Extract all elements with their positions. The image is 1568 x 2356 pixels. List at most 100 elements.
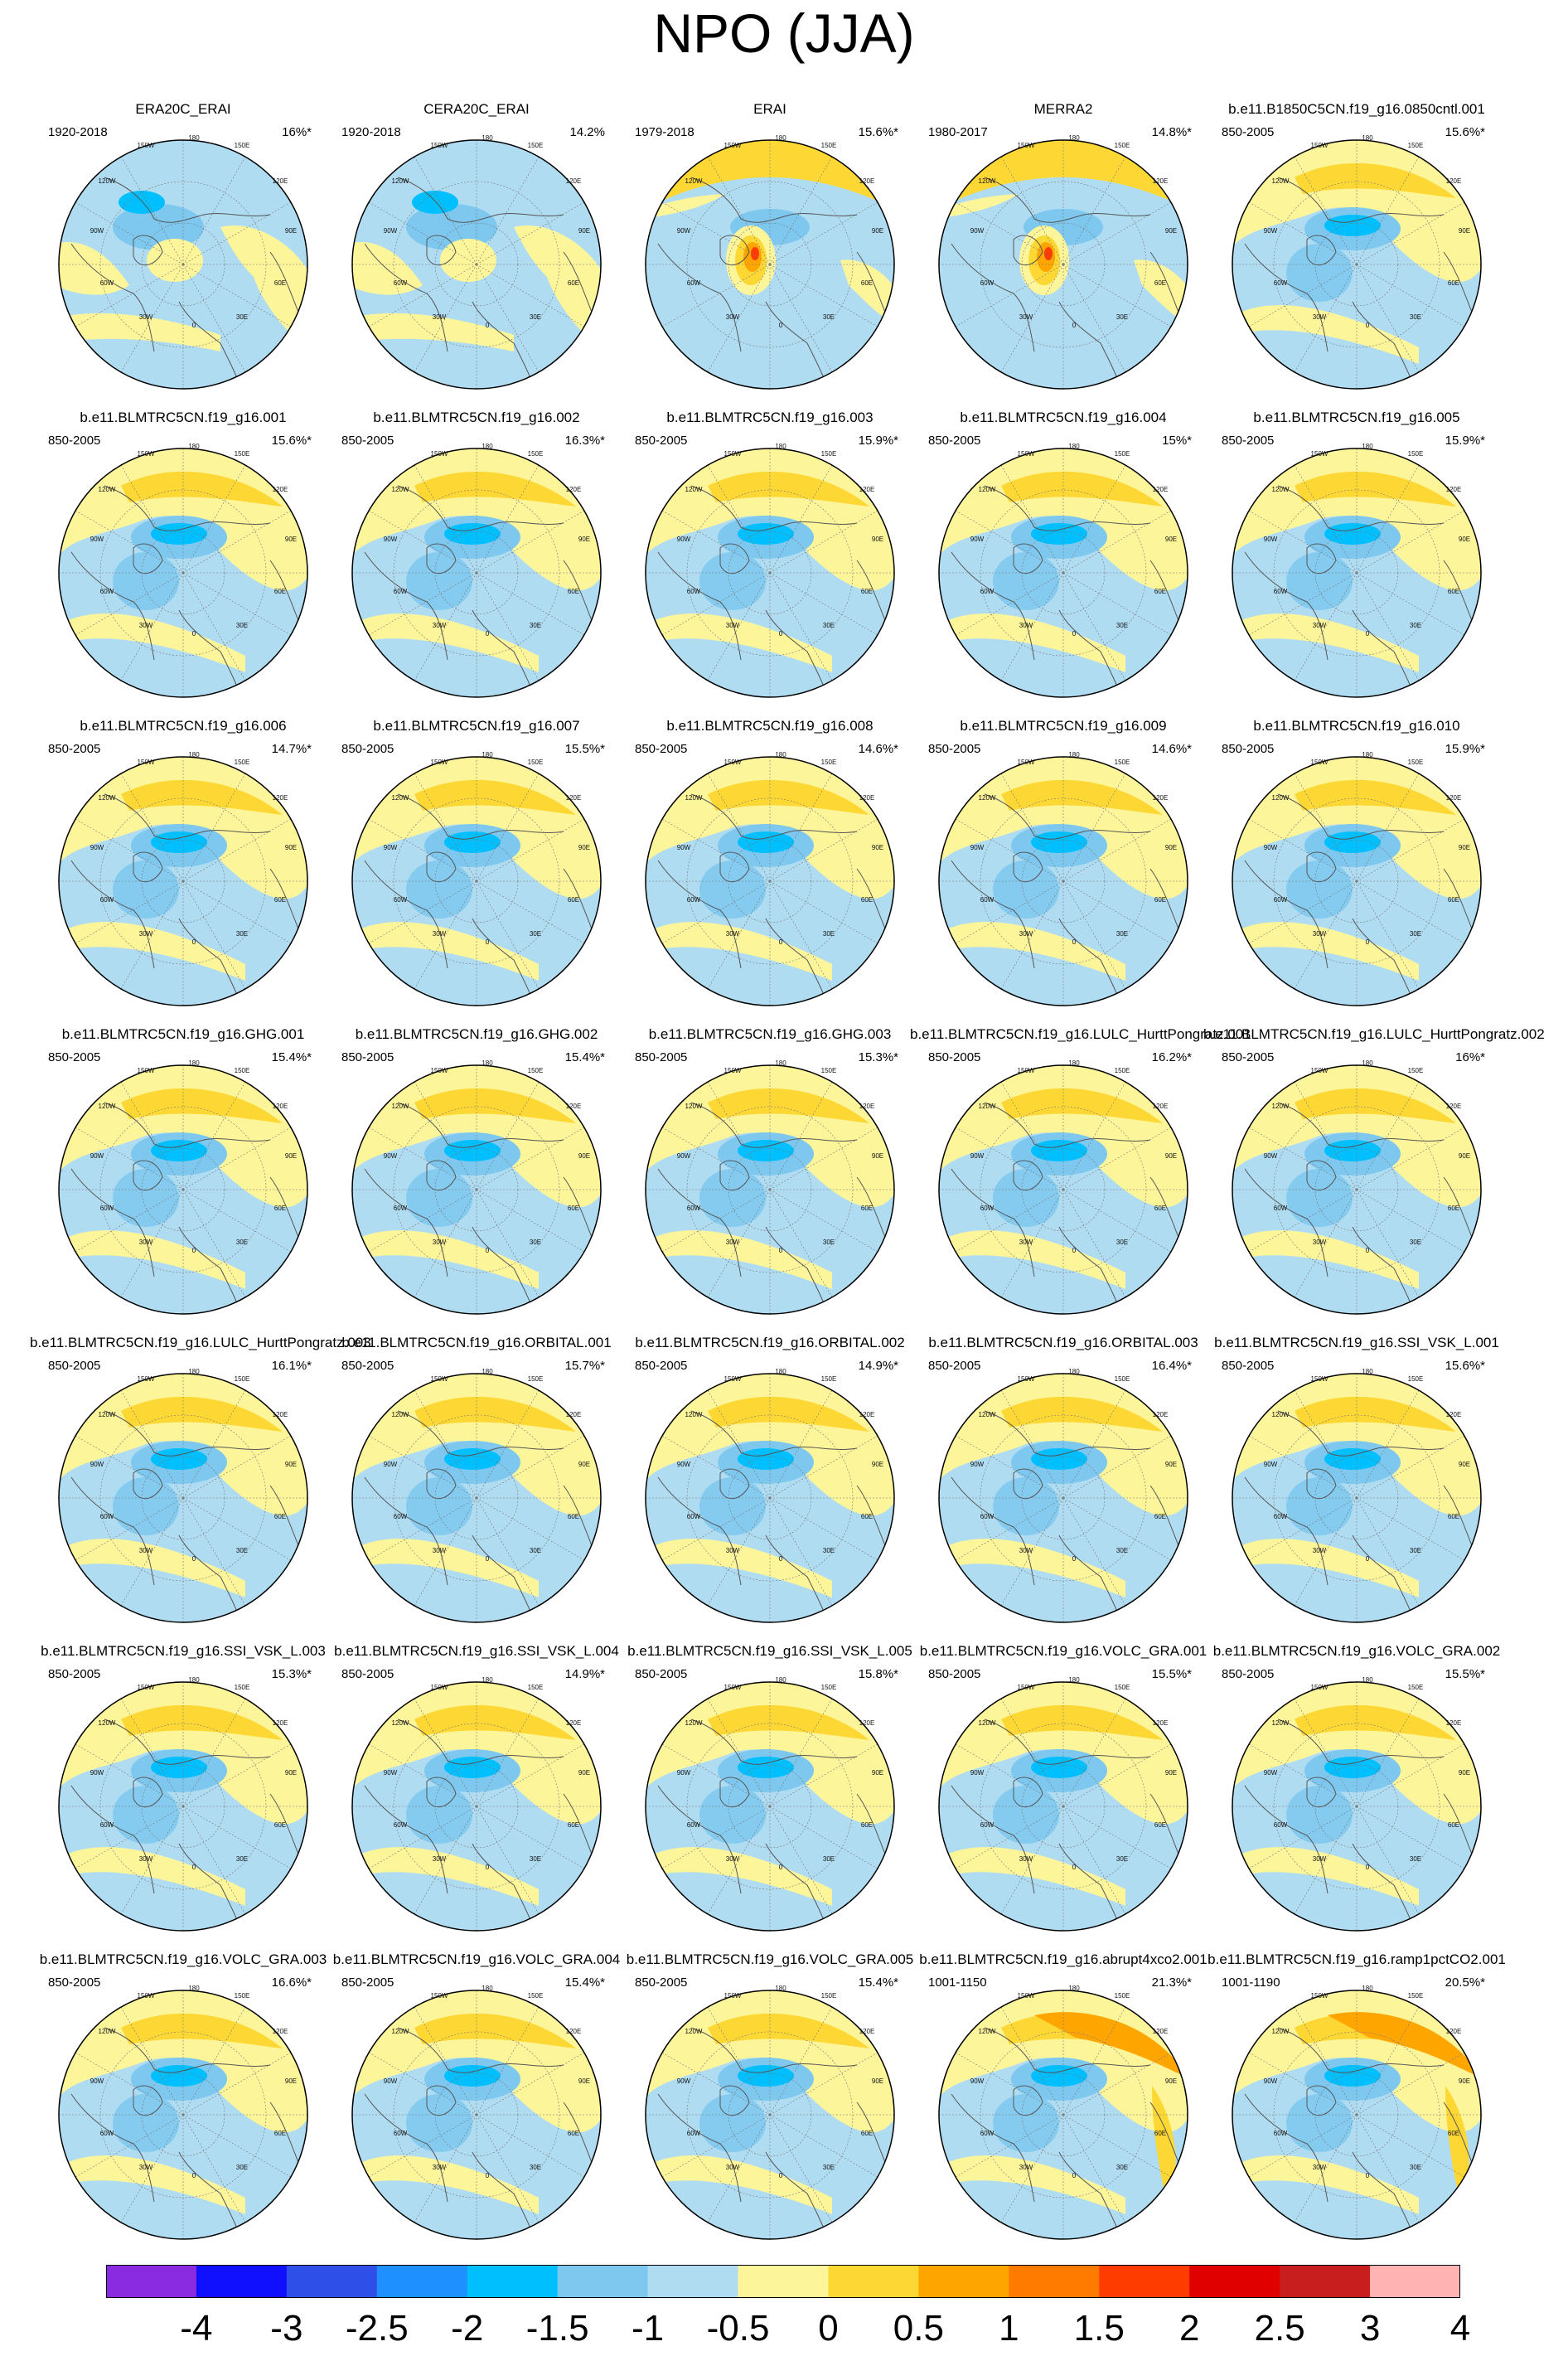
map-panel: b.e11.BLMTRC5CN.f19_g16.GHG.001 850-2005 1…: [30, 1026, 336, 1335]
longitude-label: 0: [191, 1555, 196, 1563]
longitude-label: 120E: [859, 1411, 875, 1418]
polar-map: [1232, 756, 1482, 1006]
longitude-label: 30W: [432, 1239, 447, 1246]
longitude-label: 150W: [430, 1684, 448, 1691]
panel-title: b.e11.BLMTRC5CN.f19_g16.GHG.003: [648, 1026, 892, 1042]
longitude-label: 0: [1072, 2172, 1077, 2179]
longitude-label: 120W: [685, 794, 703, 802]
longitude-label: 120E: [1152, 1411, 1169, 1418]
longitude-label: 150W: [137, 1684, 155, 1691]
longitude-label: 30W: [725, 930, 740, 938]
colorbar-swatch: [1099, 2265, 1190, 2298]
longitude-label: 150E: [1114, 450, 1130, 458]
panel-year-range: 850-2005: [48, 1359, 101, 1373]
longitude-label: 90W: [90, 844, 104, 851]
longitude-label: 90E: [1458, 1769, 1471, 1777]
colorbar-swatch: [647, 2265, 739, 2298]
longitude-label: 30W: [725, 1239, 740, 1246]
longitude-label: 90E: [1164, 844, 1178, 851]
longitude-label: 0: [1072, 938, 1077, 946]
panel-title: b.e11.BLMTRC5CN.f19_g16.LULC_HurttPongra…: [30, 1335, 371, 1350]
panel-title: b.e11.BLMTRC5CN.f19_g16.VOLC_GRA.005: [626, 1951, 914, 1967]
longitude-label: 30E: [235, 2164, 249, 2171]
longitude-label: 120E: [565, 1103, 582, 1110]
colorbar-swatch: [286, 2265, 378, 2298]
longitude-label: 60E: [1447, 1513, 1460, 1520]
longitude-label: 120W: [685, 1719, 703, 1727]
longitude-label: 30W: [1312, 1547, 1327, 1554]
polar-map: [351, 1064, 602, 1315]
longitude-label: 150W: [1310, 1067, 1328, 1074]
longitude-label: 150E: [234, 142, 250, 149]
panel-year-range: 850-2005: [341, 1359, 394, 1373]
longitude-label: 150W: [724, 1375, 742, 1383]
longitude-label: 60W: [99, 279, 114, 287]
longitude-label: 30E: [1116, 622, 1129, 629]
polar-map: [1232, 1681, 1482, 1932]
longitude-label: 90E: [1458, 1461, 1471, 1468]
longitude-label: 60E: [1447, 1821, 1460, 1829]
longitude-label: 150E: [820, 142, 837, 149]
longitude-label: 0: [1365, 938, 1370, 946]
longitude-label: 90W: [676, 1152, 691, 1160]
longitude-label: 30W: [1312, 1239, 1327, 1246]
panel-variance-pct: 14.8%*: [1151, 125, 1192, 139]
map-panel: b.e11.BLMTRC5CN.f19_g16.008 850-2005 14.6%…: [617, 718, 923, 1026]
longitude-label: 60E: [1447, 588, 1460, 595]
longitude-label: 30W: [725, 1855, 740, 1863]
longitude-label: 120E: [565, 1719, 582, 1727]
longitude-label: 120E: [1152, 794, 1169, 802]
longitude-label: 60E: [273, 896, 287, 904]
longitude-label: 150E: [820, 1684, 837, 1691]
panel-variance-pct: 14.9%*: [858, 1359, 898, 1373]
longitude-label: 60E: [273, 1205, 287, 1212]
longitude-label: 30E: [1409, 1547, 1422, 1554]
panel-year-range: 850-2005: [928, 1050, 981, 1064]
map-panel: b.e11.BLMTRC5CN.f19_g16.ramp1pctCO2.001 1…: [1203, 1951, 1510, 2260]
panel-title: b.e11.BLMTRC5CN.f19_g16.SSI_VSK_L.003: [41, 1643, 326, 1659]
longitude-label: 120W: [98, 177, 116, 185]
colorbar-tick-label: 0: [818, 2308, 839, 2349]
longitude-label: 90W: [970, 1769, 985, 1777]
longitude-label: 60W: [980, 1513, 995, 1520]
panel-year-range: 850-2005: [48, 434, 101, 448]
map-panel: b.e11.BLMTRC5CN.f19_g16.004 850-2005 15%* 1…: [910, 410, 1217, 718]
panel-variance-pct: 15.5%*: [564, 742, 605, 756]
longitude-label: 180: [1362, 134, 1373, 142]
longitude-label: 150W: [724, 1067, 742, 1074]
longitude-label: 120E: [272, 2028, 288, 2035]
longitude-label: 120E: [565, 794, 582, 802]
longitude-label: 60W: [980, 279, 995, 287]
longitude-label: 60W: [1273, 1513, 1288, 1520]
longitude-label: 60W: [686, 1821, 701, 1829]
longitude-label: 90W: [676, 844, 691, 851]
longitude-label: 90W: [90, 1461, 104, 1468]
map-panel: b.e11.BLMTRC5CN.f19_g16.VOLC_GRA.002 850-…: [1203, 1643, 1510, 1951]
longitude-label: 180: [1362, 443, 1373, 450]
panel-variance-pct: 14.6%*: [858, 742, 898, 756]
longitude-label: 60E: [273, 279, 287, 287]
longitude-label: 90E: [578, 1769, 591, 1777]
panel-year-range: 1920-2018: [48, 125, 108, 139]
panel-year-range: 850-2005: [341, 742, 394, 756]
panel-title: MERRA2: [1033, 101, 1093, 117]
polar-map: [645, 1990, 895, 2240]
panel-title: b.e11.BLMTRC5CN.f19_g16.LULC_HurttPongra…: [910, 1026, 1251, 1042]
longitude-label: 120E: [1445, 1411, 1462, 1418]
map-panel: b.e11.BLMTRC5CN.f19_g16.abrupt4xco2.001 1…: [910, 1951, 1217, 2260]
longitude-label: 90W: [383, 1461, 398, 1468]
longitude-label: 150W: [1310, 1375, 1328, 1383]
longitude-label: 30W: [725, 2164, 740, 2171]
longitude-label: 30W: [138, 622, 153, 629]
longitude-label: 90E: [284, 1769, 298, 1777]
polar-map: [351, 1681, 602, 1932]
longitude-label: 30W: [1019, 1239, 1033, 1246]
panel-title: b.e11.BLMTRC5CN.f19_g16.VOLC_GRA.002: [1212, 1643, 1501, 1659]
longitude-label: 90W: [383, 844, 398, 851]
longitude-label: 30E: [529, 930, 542, 938]
longitude-label: 0: [778, 1864, 783, 1871]
panel-year-range: 850-2005: [635, 1359, 688, 1373]
longitude-label: 60W: [99, 588, 114, 595]
map-panel: b.e11.BLMTRC5CN.f19_g16.002 850-2005 16.3%…: [323, 410, 630, 718]
longitude-label: 120W: [978, 1719, 996, 1727]
